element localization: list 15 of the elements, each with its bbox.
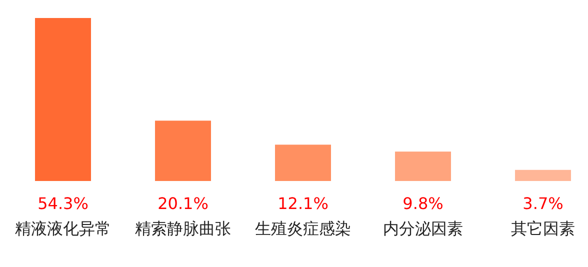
data-label: 54.3%: [38, 194, 88, 213]
x-tick-label: 其它因素: [511, 219, 575, 238]
bar: [35, 18, 91, 181]
data-label: 9.8%: [402, 194, 444, 213]
bar: [395, 152, 451, 181]
data-label: 3.7%: [522, 194, 564, 213]
bar: [275, 144, 331, 181]
bar: [155, 120, 211, 181]
bar: [515, 170, 571, 181]
data-label: 20.1%: [158, 194, 208, 213]
x-tick-label: 内分泌因素: [383, 219, 463, 238]
x-tick-label: 生殖炎症感染: [255, 219, 351, 238]
data-label: 12.1%: [278, 194, 328, 213]
x-tick-label: 精索静脉曲张: [135, 219, 231, 238]
x-tick-label: 精液液化异常: [15, 219, 111, 238]
